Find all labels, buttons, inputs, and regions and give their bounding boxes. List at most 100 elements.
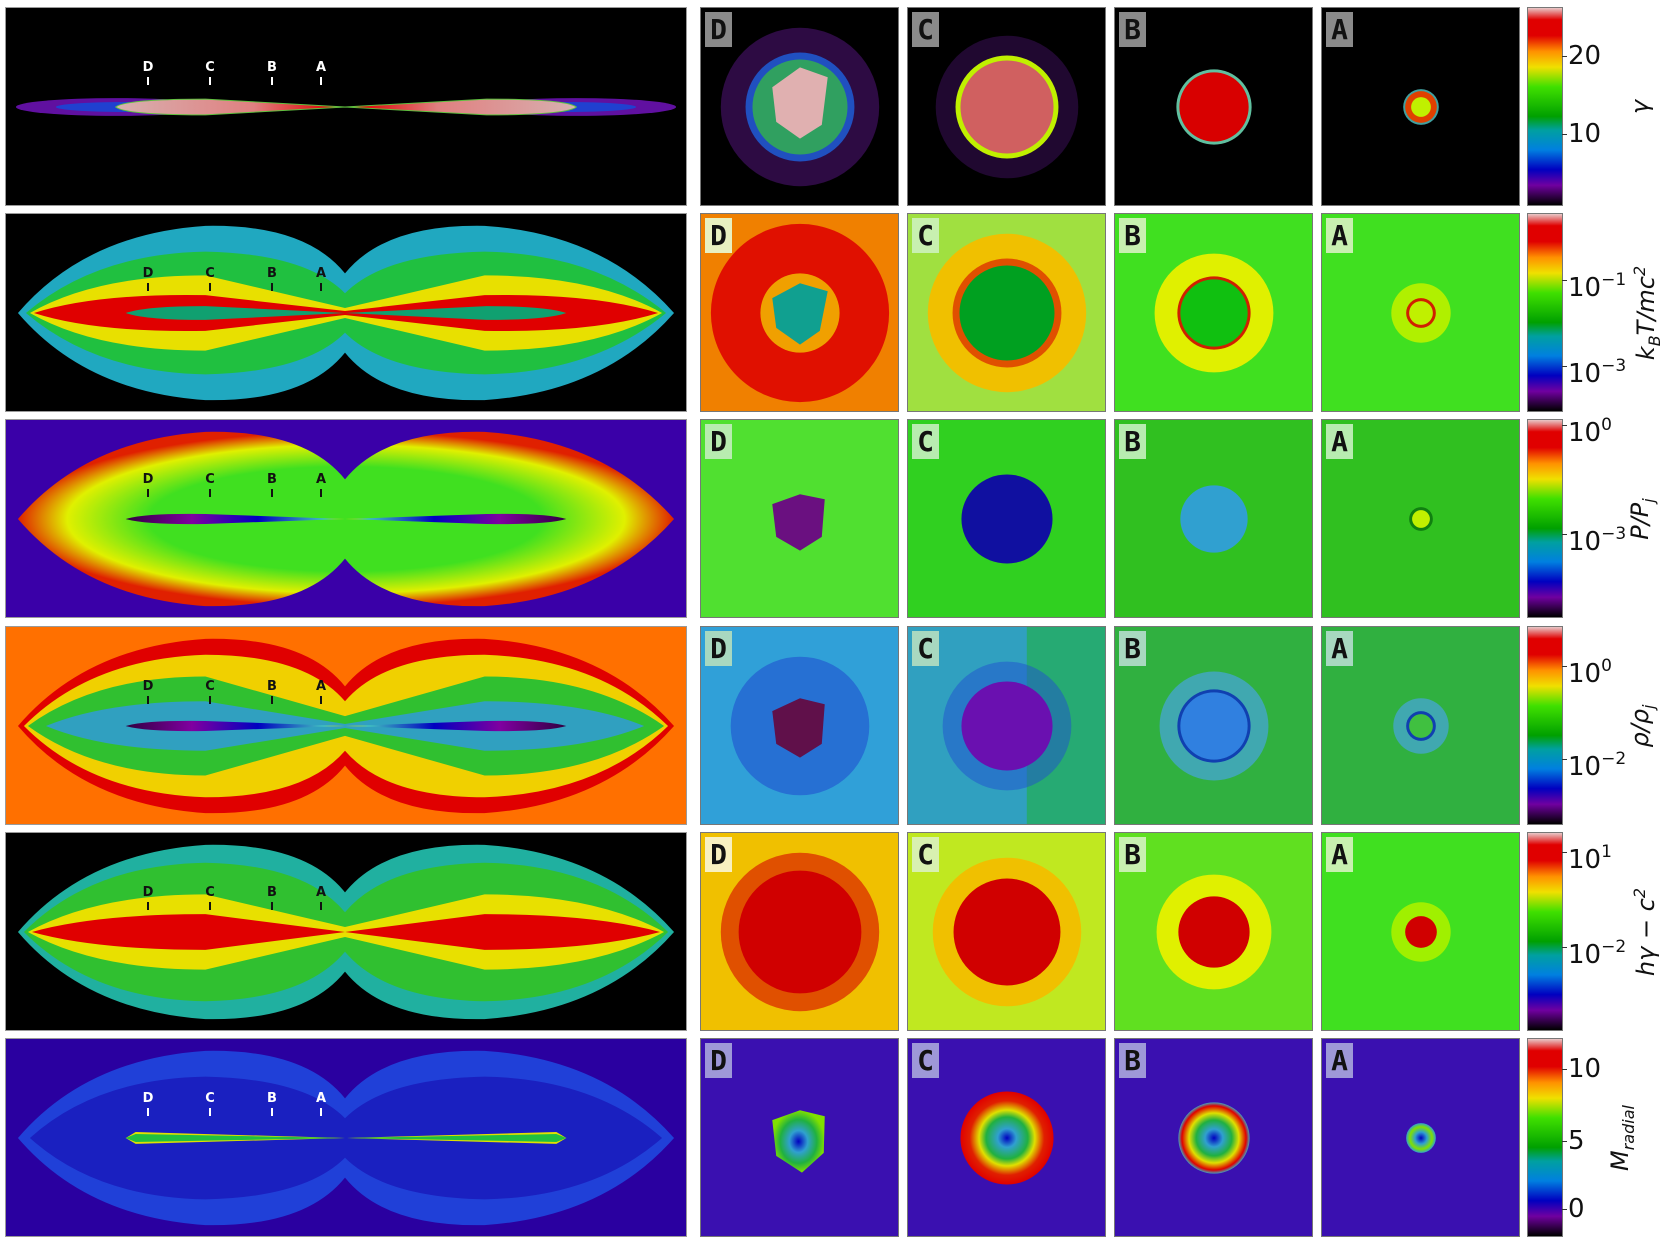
colorbar-tick-label: 100 bbox=[1568, 415, 1612, 448]
cross-section-density-c: C bbox=[907, 626, 1106, 825]
cross-section-radial-mach-c: C bbox=[907, 1038, 1106, 1237]
colorbar-energy bbox=[1527, 832, 1563, 1031]
row-radial-mach: D C B A D C B bbox=[0, 1038, 1673, 1237]
colorbar-title-pressure: P/Pj bbox=[1626, 498, 1658, 540]
colorbar-tick bbox=[1562, 134, 1567, 135]
colorbar-title-radial-mach: Mradial bbox=[1606, 1105, 1638, 1171]
cross-section-label: A bbox=[1326, 424, 1353, 459]
cross-section-temperature-c: C bbox=[907, 213, 1106, 412]
cross-section-radial-mach-b: B bbox=[1114, 1038, 1313, 1237]
position-marker-b: B bbox=[262, 472, 282, 497]
colorbar-tick-label: 10−3 bbox=[1568, 524, 1627, 557]
cross-section-pressure-b: B bbox=[1114, 419, 1313, 618]
colorbar-tick bbox=[1562, 280, 1567, 281]
position-marker-b: B bbox=[262, 1091, 282, 1116]
cross-section-label: D bbox=[705, 837, 732, 872]
colorbar-tick-label: 101 bbox=[1568, 842, 1612, 875]
cross-section-label: D bbox=[705, 218, 732, 253]
longitudinal-panel-pressure: D C B A bbox=[5, 419, 687, 618]
colorbar-tick-label: 5 bbox=[1568, 1126, 1585, 1156]
position-marker-d: D bbox=[138, 60, 158, 85]
cross-section-label: B bbox=[1119, 837, 1146, 872]
position-marker-a: A bbox=[311, 1091, 331, 1116]
position-marker-b: B bbox=[262, 885, 282, 910]
cross-section-label: B bbox=[1119, 12, 1146, 47]
cross-section-label: B bbox=[1119, 631, 1146, 666]
position-marker-c: C bbox=[200, 60, 220, 85]
colorbar-radial-mach bbox=[1527, 1038, 1563, 1237]
row-energy: D C B A D C B A 101 10−2 hγ − c2 bbox=[0, 832, 1673, 1031]
cross-section-label: D bbox=[705, 12, 732, 47]
position-marker-d: D bbox=[138, 1091, 158, 1116]
cross-section-pressure-a: A bbox=[1321, 419, 1520, 618]
cross-section-pressure-c: C bbox=[907, 419, 1106, 618]
cross-section-label: C bbox=[912, 631, 939, 666]
cross-section-label: D bbox=[705, 631, 732, 666]
cross-section-temperature-a: A bbox=[1321, 213, 1520, 412]
position-marker-a: A bbox=[311, 679, 331, 704]
row-density: D C B A D C B A 100 10−2 ρ/ρj bbox=[0, 626, 1673, 825]
longitudinal-panel-gamma: D C B A bbox=[5, 7, 687, 206]
position-marker-c: C bbox=[200, 1091, 220, 1116]
cross-section-energy-a: A bbox=[1321, 832, 1520, 1031]
longitudinal-panel-energy: D C B A bbox=[5, 832, 687, 1031]
cross-section-label: A bbox=[1326, 1043, 1353, 1078]
cross-section-energy-b: B bbox=[1114, 832, 1313, 1031]
row-gamma: D C B A D C B A 20 10 γ bbox=[0, 7, 1673, 206]
cross-section-density-b: B bbox=[1114, 626, 1313, 825]
cross-section-pressure-d: D bbox=[700, 419, 899, 618]
colorbar-pressure bbox=[1527, 419, 1563, 618]
colorbar-title-energy: hγ − c2 bbox=[1630, 887, 1660, 977]
colorbar-tick-label: 100 bbox=[1568, 656, 1612, 689]
cross-section-label: D bbox=[705, 424, 732, 459]
cross-section-label: C bbox=[912, 424, 939, 459]
position-marker-a: A bbox=[311, 60, 331, 85]
colorbar-tick-label: 20 bbox=[1568, 41, 1602, 71]
position-marker-d: D bbox=[138, 679, 158, 704]
longitudinal-panel-density: D C B A bbox=[5, 626, 687, 825]
cross-section-gamma-a: A bbox=[1321, 7, 1520, 206]
cross-section-label: D bbox=[705, 1043, 732, 1078]
colorbar-tick-label: 10−2 bbox=[1568, 937, 1627, 970]
colorbar-tick bbox=[1562, 56, 1567, 57]
cross-section-density-d: D bbox=[700, 626, 899, 825]
position-marker-c: C bbox=[200, 266, 220, 291]
cross-section-label: A bbox=[1326, 218, 1353, 253]
colorbar-title-temperature: kBT/mc2 bbox=[1630, 265, 1664, 361]
colorbar-tick-label: 10 bbox=[1568, 1054, 1602, 1084]
colorbar-tick bbox=[1562, 947, 1567, 948]
cross-section-label: B bbox=[1119, 424, 1146, 459]
colorbar-tick-label: 0 bbox=[1568, 1194, 1585, 1224]
colorbar-tick bbox=[1562, 366, 1567, 367]
cross-section-label: C bbox=[912, 12, 939, 47]
position-marker-d: D bbox=[138, 885, 158, 910]
cross-section-label: B bbox=[1119, 1043, 1146, 1078]
colorbar-density bbox=[1527, 626, 1563, 825]
colorbar-title-density: ρ/ρj bbox=[1626, 704, 1658, 748]
position-marker-d: D bbox=[138, 472, 158, 497]
position-marker-c: C bbox=[200, 885, 220, 910]
position-marker-d: D bbox=[138, 266, 158, 291]
cross-section-gamma-b: B bbox=[1114, 7, 1313, 206]
colorbar-gamma bbox=[1527, 7, 1563, 206]
colorbar-tick-label: 10−1 bbox=[1568, 270, 1627, 303]
longitudinal-panel-temperature: D C B A bbox=[5, 213, 687, 412]
position-marker-a: A bbox=[311, 472, 331, 497]
cross-section-radial-mach-a: A bbox=[1321, 1038, 1520, 1237]
colorbar-tick-label: 10−2 bbox=[1568, 749, 1627, 782]
colorbar-tick bbox=[1562, 852, 1567, 853]
colorbar-tick-label: 10−3 bbox=[1568, 356, 1627, 389]
cross-section-gamma-c: C bbox=[907, 7, 1106, 206]
cross-section-label: C bbox=[912, 218, 939, 253]
position-marker-a: A bbox=[311, 266, 331, 291]
colorbar-tick bbox=[1562, 1069, 1567, 1070]
position-marker-b: B bbox=[262, 679, 282, 704]
position-marker-a: A bbox=[311, 885, 331, 910]
cross-section-gamma-d: D bbox=[700, 7, 899, 206]
cross-section-energy-d: D bbox=[700, 832, 899, 1031]
colorbar-tick bbox=[1562, 534, 1567, 535]
longitudinal-panel-radial-mach: D C B A bbox=[5, 1038, 687, 1237]
colorbar-tick bbox=[1562, 1141, 1567, 1142]
cross-section-label: C bbox=[912, 837, 939, 872]
